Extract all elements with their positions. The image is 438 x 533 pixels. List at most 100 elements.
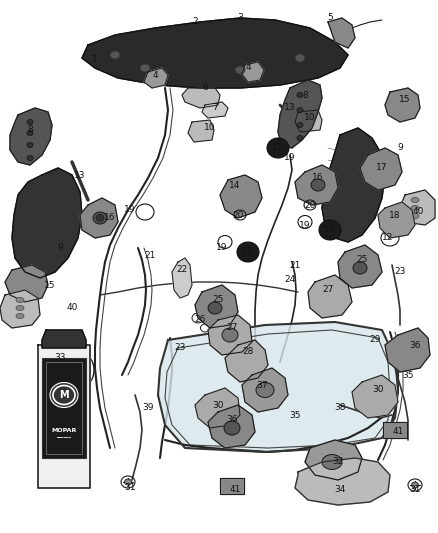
Text: 31: 31 (409, 486, 421, 495)
Polygon shape (42, 330, 86, 348)
Text: 18: 18 (389, 211, 401, 220)
Text: 15: 15 (399, 95, 411, 104)
Text: 38: 38 (334, 403, 346, 413)
Polygon shape (80, 198, 118, 238)
Text: MOPAR: MOPAR (51, 427, 77, 432)
Text: 27: 27 (226, 324, 238, 333)
Text: 19: 19 (284, 154, 296, 163)
Polygon shape (38, 345, 90, 488)
Ellipse shape (222, 328, 238, 342)
Text: 30: 30 (372, 385, 384, 394)
Text: 31: 31 (124, 483, 136, 492)
Text: 27: 27 (322, 286, 334, 295)
Text: 22: 22 (177, 265, 187, 274)
Text: 30: 30 (212, 400, 224, 409)
Ellipse shape (96, 214, 104, 222)
Ellipse shape (16, 313, 24, 319)
Text: 17: 17 (376, 164, 388, 173)
Text: 16: 16 (104, 214, 116, 222)
Text: 8: 8 (302, 91, 308, 100)
Ellipse shape (297, 135, 303, 141)
Text: 26: 26 (194, 316, 206, 325)
Ellipse shape (27, 156, 33, 160)
Polygon shape (220, 478, 244, 494)
Polygon shape (208, 315, 252, 355)
Text: 32: 32 (332, 457, 344, 466)
Text: 11: 11 (242, 247, 254, 256)
Bar (42, 358, 86, 458)
Text: 34: 34 (334, 486, 346, 495)
Polygon shape (195, 388, 240, 428)
Polygon shape (322, 128, 385, 242)
Text: 19: 19 (124, 206, 136, 214)
Ellipse shape (256, 383, 274, 398)
Text: 28: 28 (242, 348, 254, 357)
Text: 11: 11 (272, 143, 284, 152)
Polygon shape (10, 108, 52, 165)
Text: 36: 36 (409, 341, 421, 350)
Text: 23: 23 (174, 343, 186, 352)
Text: 33: 33 (54, 353, 66, 362)
Text: 24: 24 (284, 276, 296, 285)
Polygon shape (195, 285, 238, 328)
Text: 9: 9 (397, 143, 403, 152)
Polygon shape (82, 18, 348, 88)
Text: 11: 11 (324, 225, 336, 235)
Text: 1: 1 (92, 55, 98, 64)
Ellipse shape (27, 131, 33, 135)
Text: 13: 13 (284, 103, 296, 112)
Ellipse shape (322, 455, 342, 470)
Ellipse shape (140, 64, 150, 72)
Polygon shape (305, 440, 362, 480)
Polygon shape (398, 190, 435, 225)
Ellipse shape (267, 138, 289, 158)
Text: 29: 29 (369, 335, 381, 344)
Text: 10: 10 (204, 124, 216, 133)
Polygon shape (144, 68, 168, 88)
Ellipse shape (16, 297, 24, 303)
Polygon shape (242, 368, 288, 412)
Text: 23: 23 (394, 268, 406, 277)
Text: 35: 35 (289, 410, 301, 419)
Polygon shape (385, 328, 430, 372)
Polygon shape (225, 340, 268, 382)
Polygon shape (5, 265, 48, 302)
Text: 40: 40 (66, 303, 78, 312)
Ellipse shape (297, 123, 303, 127)
Text: 36: 36 (226, 416, 238, 424)
Ellipse shape (208, 302, 222, 314)
Text: 10: 10 (304, 114, 316, 123)
Ellipse shape (50, 383, 78, 408)
Polygon shape (352, 375, 398, 418)
Ellipse shape (295, 54, 305, 62)
Polygon shape (308, 275, 352, 318)
Bar (46, 362, 82, 454)
Text: ━━━━━━: ━━━━━━ (57, 436, 71, 440)
Ellipse shape (297, 108, 303, 112)
Text: 40: 40 (412, 207, 424, 216)
Ellipse shape (411, 198, 419, 203)
Ellipse shape (16, 305, 24, 311)
Ellipse shape (311, 179, 325, 191)
Ellipse shape (411, 482, 418, 488)
Polygon shape (202, 102, 228, 118)
Text: 3: 3 (237, 13, 243, 22)
Polygon shape (378, 202, 415, 238)
Polygon shape (278, 80, 322, 148)
Polygon shape (172, 258, 192, 298)
Text: 25: 25 (212, 295, 224, 304)
Text: 25: 25 (356, 255, 367, 264)
Text: 16: 16 (312, 174, 324, 182)
Ellipse shape (411, 206, 419, 211)
Text: 14: 14 (230, 181, 241, 190)
Polygon shape (383, 422, 407, 438)
Polygon shape (328, 18, 355, 48)
Polygon shape (295, 458, 390, 505)
Text: 37: 37 (256, 381, 268, 390)
Text: 21: 21 (144, 251, 155, 260)
Text: 2: 2 (192, 18, 198, 27)
Text: 19: 19 (216, 244, 228, 253)
Text: 12: 12 (382, 233, 394, 243)
Text: 4: 4 (245, 63, 251, 72)
Ellipse shape (224, 421, 240, 435)
